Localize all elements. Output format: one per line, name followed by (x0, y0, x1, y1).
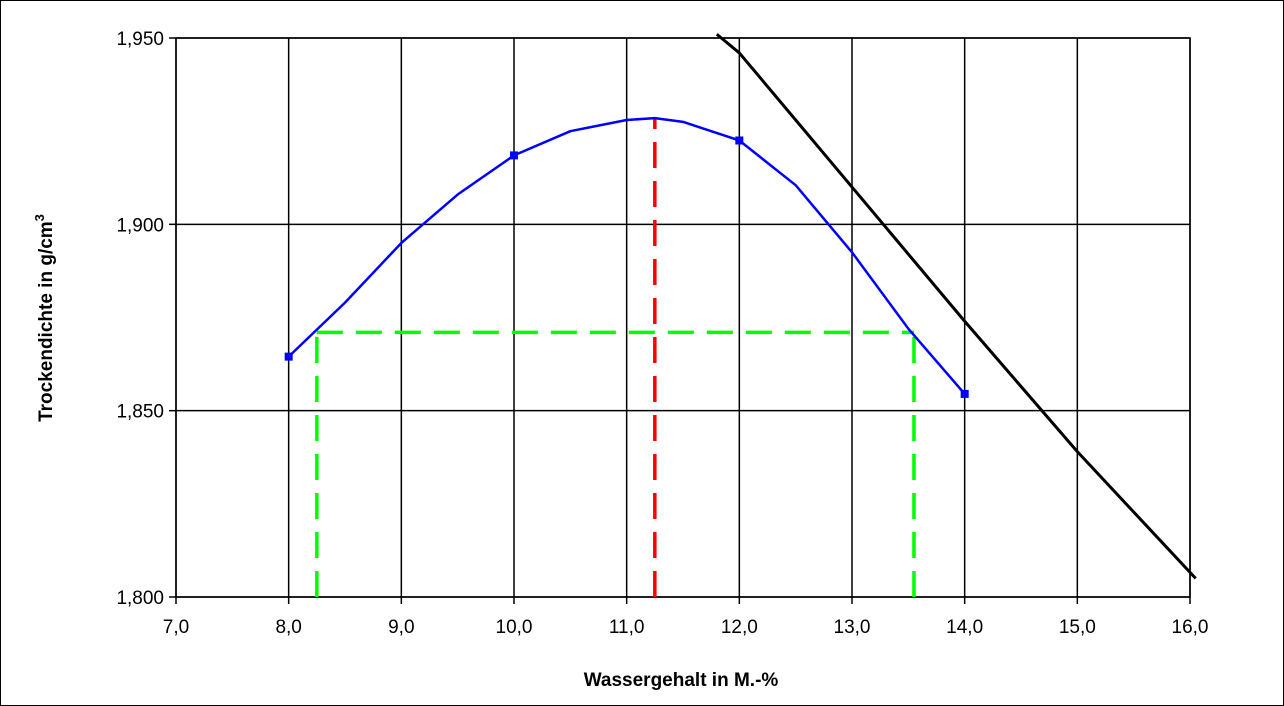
y-tick-label: 1,950 (116, 29, 164, 50)
y-tick-label: 1,900 (116, 215, 164, 236)
x-tick-label: 12,0 (721, 617, 758, 638)
y-axis-title-text: Trockendichte in g/cm (36, 221, 57, 422)
y-tick-label: 1,800 (116, 588, 164, 609)
data-point-marker (284, 352, 293, 361)
grid (169, 37, 1191, 604)
x-tick-label: 14,0 (946, 617, 983, 638)
data-point-marker (735, 136, 744, 145)
y-axis-title: Trockendichte in g/cm3 (32, 214, 57, 422)
x-tick-label: 9,0 (388, 617, 414, 638)
x-tick-label: 7,0 (163, 617, 189, 638)
x-tick-label: 13,0 (834, 617, 871, 638)
plot-area-border (175, 37, 1191, 598)
series-group (284, 33, 1197, 580)
x-tick-label: 10,0 (496, 617, 533, 638)
x-axis-title: Wassergehalt in M.-% (584, 670, 779, 691)
y-axis-title-superscript: 3 (32, 214, 47, 221)
x-tick-label: 16,0 (1172, 617, 1209, 638)
saturation-line (715, 33, 1197, 580)
data-point-marker (960, 389, 969, 398)
x-tick-label: 8,0 (275, 617, 301, 638)
x-tick-labels: 7,0 8,0 9,0 10,0 11,0 12,0 13,0 14,0 15,0 16,0 (163, 617, 1209, 638)
x-tick-label: 11,0 (609, 617, 645, 638)
proctor-curve (287, 116, 966, 395)
y-tick-label: 1,850 (116, 402, 164, 423)
reference-lines (315, 118, 916, 597)
data-point-marker (510, 151, 518, 160)
x-tick-label: 15,0 (1059, 617, 1096, 638)
y-tick-labels: 1,800 1,850 1,900 1,950 (116, 29, 164, 609)
